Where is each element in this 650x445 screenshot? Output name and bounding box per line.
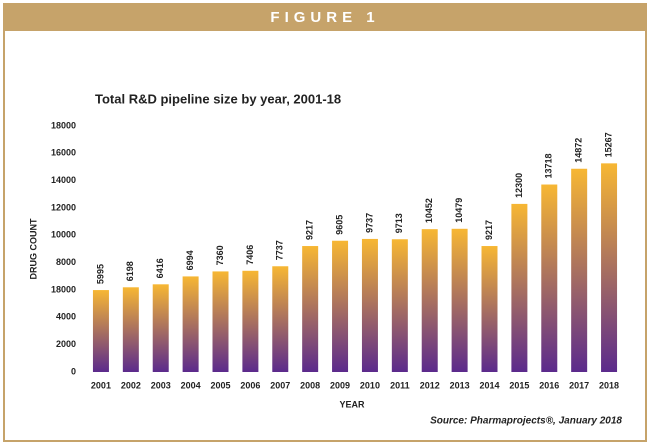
header: FIGURE 1 [270,9,379,26]
data-label: 9605 [334,215,344,235]
bar [152,284,169,372]
y-tick-label: 12000 [51,202,76,212]
data-label: 7406 [245,245,255,265]
data-label: 9217 [484,220,494,240]
y-tick-label: 8000 [56,257,76,267]
x-tick-label: 2017 [569,380,589,390]
data-label: 9713 [394,213,404,233]
bar [421,229,438,372]
bar [182,276,199,372]
bar [212,271,229,372]
data-label: 6994 [185,250,195,270]
data-label: 9737 [364,213,374,233]
x-tick-label: 2004 [181,380,201,390]
bar [122,287,139,372]
bar [481,246,498,372]
bar [242,270,259,372]
data-label: 5995 [95,264,105,284]
y-tick-label: 0 [71,366,76,376]
bar [272,266,289,372]
chart-title: Total R&D pipeline size by year, 2001-18 [95,91,341,106]
source: Source: Pharmaprojects®, January 2018 [430,416,622,427]
x-tick-label: 2010 [360,380,380,390]
y-tick-label: 16000 [51,148,76,158]
x-tick-label: 2018 [599,380,619,390]
x-tick-label: 2003 [151,380,171,390]
bar [571,168,588,372]
y-tick-label: 18000 [51,120,76,130]
x-tick-label: 2015 [509,380,529,390]
data-label: 6198 [125,261,135,281]
y-tick-label: 4000 [56,312,76,322]
x-tick-label: 2008 [300,380,320,390]
x-tick-label: 2011 [390,380,410,390]
data-label: 7737 [275,240,285,260]
bar [541,184,558,372]
x-tick-label: 2007 [270,380,290,390]
y-tick-label: 2000 [56,339,76,349]
data-label: 15267 [603,132,613,157]
bar [601,163,618,372]
bar [302,246,319,372]
data-label: 13718 [544,153,554,178]
x-tick-label: 2002 [121,380,141,390]
data-label: 6416 [155,258,165,278]
data-label: 14872 [574,138,584,163]
x-tick-label: 2013 [450,380,470,390]
y-tick-label: 18000 [51,284,76,294]
bar [332,240,349,372]
data-label: 9217 [305,220,315,240]
bar [451,228,468,372]
frame [3,3,647,442]
x-tick-label: 2009 [330,380,350,390]
data-label: 10479 [454,198,464,223]
x-tick-label: 2014 [479,380,499,390]
x-tick-label: 2005 [210,380,230,390]
x-tick-label: 2001 [91,380,111,390]
bar [391,239,408,372]
data-label: 12300 [514,173,524,198]
x-tick-label: 2012 [420,380,440,390]
y-axis-label: DRUG COUNT [28,218,38,279]
data-label: 7360 [215,245,225,265]
bar [511,203,528,372]
bar [92,290,109,372]
header-band [4,4,646,31]
x-tick-label: 2006 [240,380,260,390]
data-label: 10452 [424,198,434,223]
x-axis-label: YEAR [339,399,365,409]
y-tick-label: 14000 [51,175,76,185]
bar [361,238,378,372]
y-tick-label: 10000 [51,230,76,240]
x-tick-label: 2016 [539,380,559,390]
